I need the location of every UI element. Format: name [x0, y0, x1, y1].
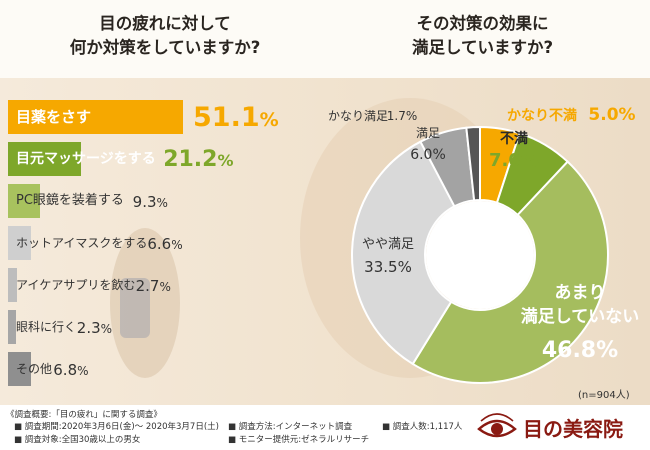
footer-overview: 《調査概要:「目の疲れ」に関する調査》 [6, 408, 162, 420]
donut-hole [426, 201, 534, 309]
footer-period: ■ 調査期間:2020年3月6日(金)〜 2020年3月7日(土) [14, 420, 219, 432]
donut-slice-label: 不満 [500, 130, 528, 147]
sample-size-note: (n=904人) [578, 386, 630, 401]
logo-text: 目の美容院 [523, 417, 623, 441]
brand-logo: 目の美容院 [475, 409, 645, 445]
donut-value-label: 46.8% [542, 338, 618, 363]
donut-value-label: 33.5% [364, 258, 412, 276]
footer-provider: ■ モニター提供元:ゼネラルリサーチ [228, 433, 369, 445]
donut-slice-label: やや満足 [362, 237, 414, 252]
footer-target: ■ 調査対象:全国30歳以上の男女 [14, 433, 140, 445]
eye-logo-icon [479, 414, 515, 436]
footer-method: ■ 調査方法:インターネット調査 [228, 420, 352, 432]
donut-value-label: 1.7% [387, 109, 418, 123]
donut-slice-label: 満足 [416, 126, 440, 140]
donut-slice-label: かなり不満 [507, 107, 577, 124]
donut-value-label: 7.0% [489, 150, 539, 171]
donut-value-label: 5.0% [588, 105, 635, 125]
donut-slice-label: あまり [555, 283, 606, 303]
footer-count: ■ 調査人数:1,117人 [382, 420, 462, 432]
donut-slice-label: 満足していない [521, 306, 640, 327]
donut-value-label: 6.0% [410, 147, 446, 163]
donut-slice-label: かなり満足 [328, 109, 388, 123]
